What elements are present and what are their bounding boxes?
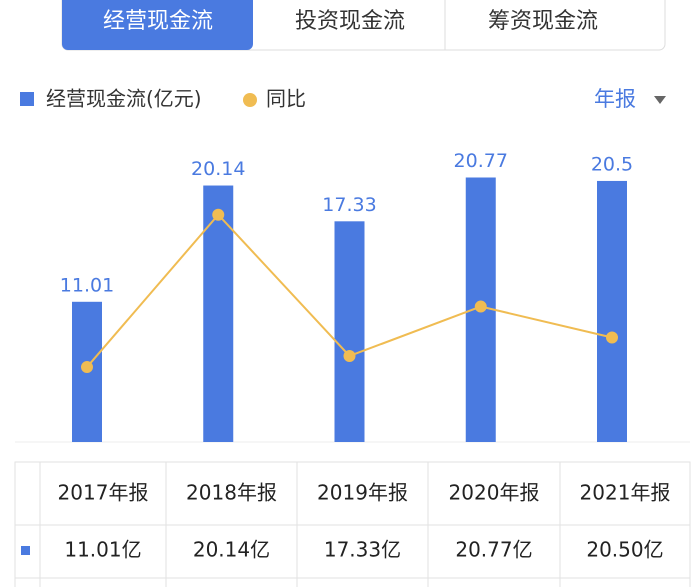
table-header: 2021年报	[580, 481, 671, 505]
table-cell: 20.50亿	[586, 538, 663, 562]
yoy-point	[81, 361, 93, 374]
table-header: 2019年报	[317, 481, 408, 505]
tab[interactable]: 筹资现金流	[488, 9, 598, 34]
yoy-point	[606, 331, 618, 344]
tab[interactable]: 投资现金流	[295, 9, 405, 34]
legend-label: 同比	[266, 87, 306, 111]
table-cell: 17.33亿	[324, 538, 401, 562]
table-cell: 20.14亿	[193, 538, 270, 562]
legend-marker	[243, 93, 257, 107]
table-header: 2020年报	[449, 481, 540, 505]
yoy-point	[212, 208, 225, 221]
period-select[interactable]: 年报	[594, 87, 636, 111]
bar	[203, 185, 234, 443]
bar	[597, 180, 627, 442]
table-header: 2018年报	[186, 481, 277, 505]
bar-value-label: 20.14	[191, 158, 245, 180]
yoy-point	[343, 349, 356, 362]
bar-value-label: 11.01	[60, 274, 114, 296]
legend-marker	[20, 92, 34, 106]
bar	[334, 221, 365, 442]
table-cell: 11.01亿	[64, 538, 141, 562]
table-header: 2017年报	[58, 481, 149, 505]
bar-value-label: 20.77	[454, 150, 508, 172]
dropdown-arrow[interactable]	[654, 96, 666, 104]
table-cell: 20.77亿	[455, 538, 532, 562]
yoy-point	[474, 300, 487, 313]
bar-value-label: 20.5	[591, 153, 633, 175]
tab-active[interactable]	[62, 0, 253, 50]
bar-value-label: 17.33	[322, 194, 376, 216]
tab[interactable]: 经营现金流	[103, 9, 213, 34]
legend-label: 经营现金流(亿元)	[46, 87, 202, 111]
table-legend-marker	[21, 546, 30, 555]
